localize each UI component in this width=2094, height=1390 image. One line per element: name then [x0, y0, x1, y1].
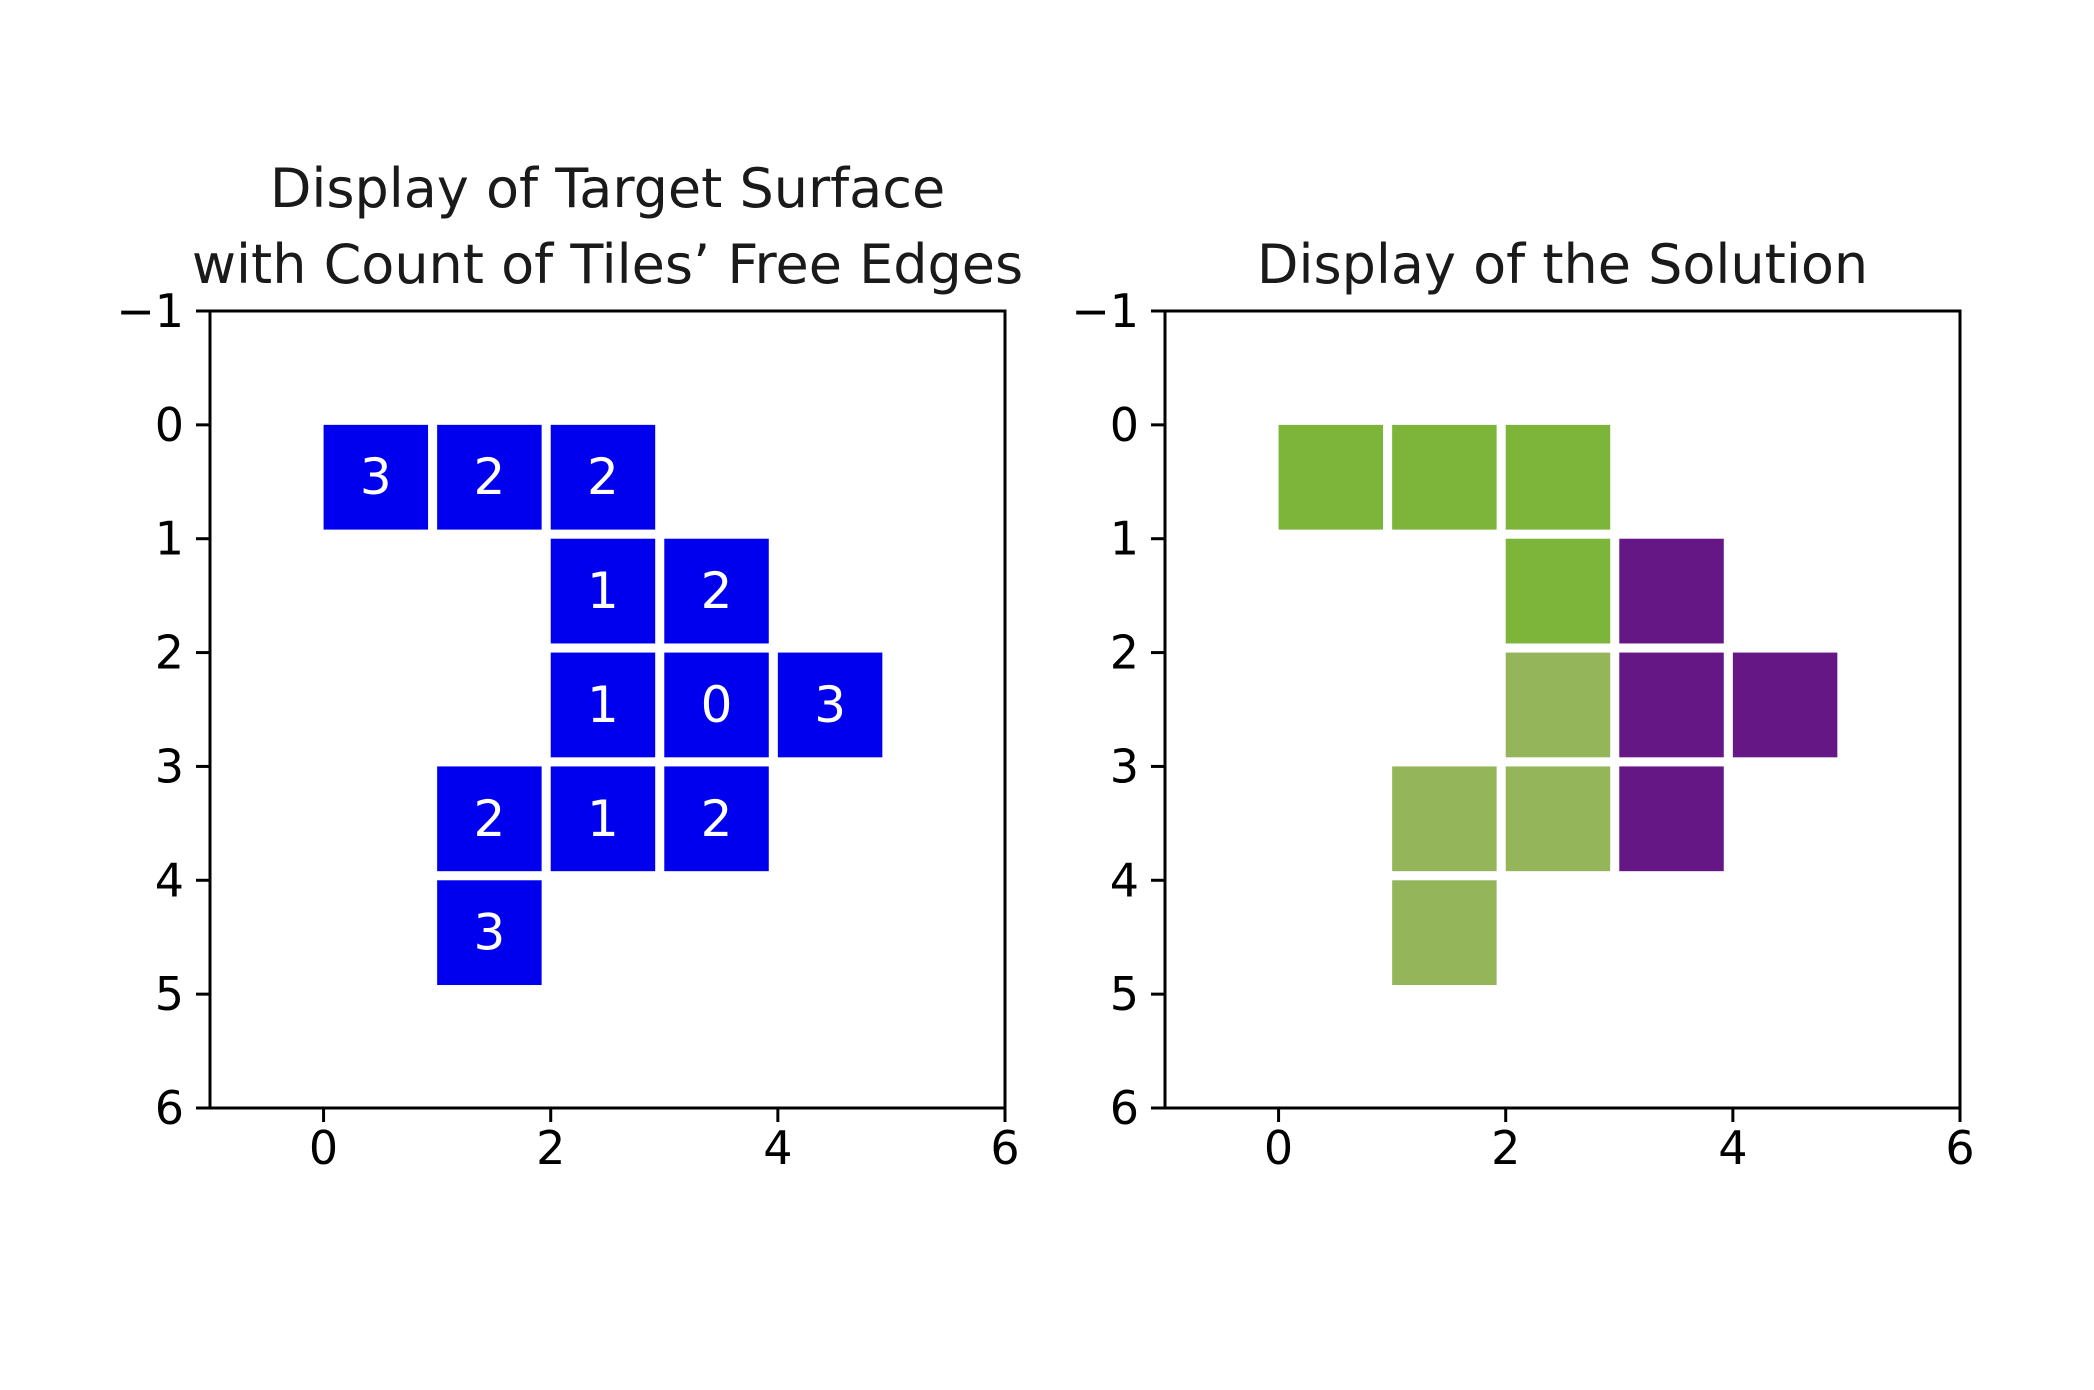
x-tick-label: 2	[536, 1121, 565, 1175]
tile-3-3	[1619, 766, 1724, 872]
chart-title-line: Display of the Solution	[1257, 233, 1868, 296]
tile-3-1	[1619, 538, 1724, 644]
tile-3-2	[664, 652, 769, 758]
tile-0-0	[323, 424, 429, 530]
tile-3-1	[664, 538, 769, 644]
tile-2-3	[1505, 766, 1611, 872]
tile-label: 3	[473, 904, 505, 962]
tile-2-0	[550, 424, 656, 530]
chart-panel-2: 0 2 4 6 −1 0 1 2 3 4 5 6 Display of the Solution	[1071, 233, 1974, 1175]
axes-frame	[1163, 309, 1962, 1110]
y-tick-label: 3	[155, 739, 184, 793]
y-tick-label: 2	[155, 626, 184, 680]
y-tick-label: 3	[1110, 739, 1139, 793]
chart-title-line: with Count of Tiles’ Free Edges	[192, 233, 1023, 296]
tile-0-0	[1278, 424, 1384, 530]
tile-label: 3	[814, 676, 846, 734]
y-tick-label: 6	[1110, 1081, 1139, 1135]
tile-2-0	[1505, 424, 1611, 530]
tile-1-4	[437, 880, 542, 986]
y-tick-label: 0	[155, 398, 184, 452]
x-tick-label: 0	[309, 1121, 338, 1175]
tile-3-2	[1619, 652, 1724, 758]
chart-panel-1: 3 2 2 1 2 1 0 3 2 1 2 3 0 2 4 6 −1 0 1 2 3 4 5 6 Display of Targ…	[116, 157, 1023, 1175]
axes-frame	[208, 309, 1007, 1110]
y-tick-label: −1	[1071, 284, 1139, 338]
tile-label: 2	[701, 562, 733, 620]
tile-label: 1	[587, 790, 619, 848]
tile-label: 2	[473, 448, 505, 506]
tile-label: 2	[701, 790, 733, 848]
y-tick-label: 5	[155, 967, 184, 1021]
tile-2-3	[550, 766, 656, 872]
tile-3-3	[664, 766, 769, 872]
y-tick-label: 2	[1110, 626, 1139, 680]
tile-label: 2	[587, 448, 619, 506]
tile-4-2	[777, 652, 883, 758]
y-tick-label: 1	[1110, 512, 1139, 566]
y-tick-label: −1	[116, 284, 184, 338]
x-tick-label: 4	[1718, 1121, 1747, 1175]
tile-4-2	[1732, 652, 1838, 758]
tile-2-1	[550, 538, 656, 644]
y-tick-label: 5	[1110, 967, 1139, 1021]
tile-label: 2	[473, 790, 505, 848]
tile-label: 1	[587, 676, 619, 734]
y-tick-label: 1	[155, 512, 184, 566]
chart-title-line: Display of Target Surface	[270, 157, 945, 220]
tile-1-3	[437, 766, 542, 872]
x-tick-label: 6	[1945, 1121, 1974, 1175]
tile-1-3	[1392, 766, 1497, 872]
tile-1-0	[1392, 424, 1497, 530]
tile-label: 3	[360, 448, 392, 506]
tile-2-2	[1505, 652, 1611, 758]
tile-2-1	[1505, 538, 1611, 644]
x-tick-label: 6	[990, 1121, 1019, 1175]
y-tick-label: 6	[155, 1081, 184, 1135]
y-tick-label: 4	[1110, 853, 1139, 907]
x-tick-label: 0	[1264, 1121, 1293, 1175]
x-tick-label: 4	[763, 1121, 792, 1175]
tile-1-0	[437, 424, 542, 530]
tile-2-2	[550, 652, 656, 758]
x-tick-label: 2	[1491, 1121, 1520, 1175]
tile-label: 1	[587, 562, 619, 620]
y-tick-label: 0	[1110, 398, 1139, 452]
y-tick-label: 4	[155, 853, 184, 907]
tile-label: 0	[701, 676, 733, 734]
tile-1-4	[1392, 880, 1497, 986]
